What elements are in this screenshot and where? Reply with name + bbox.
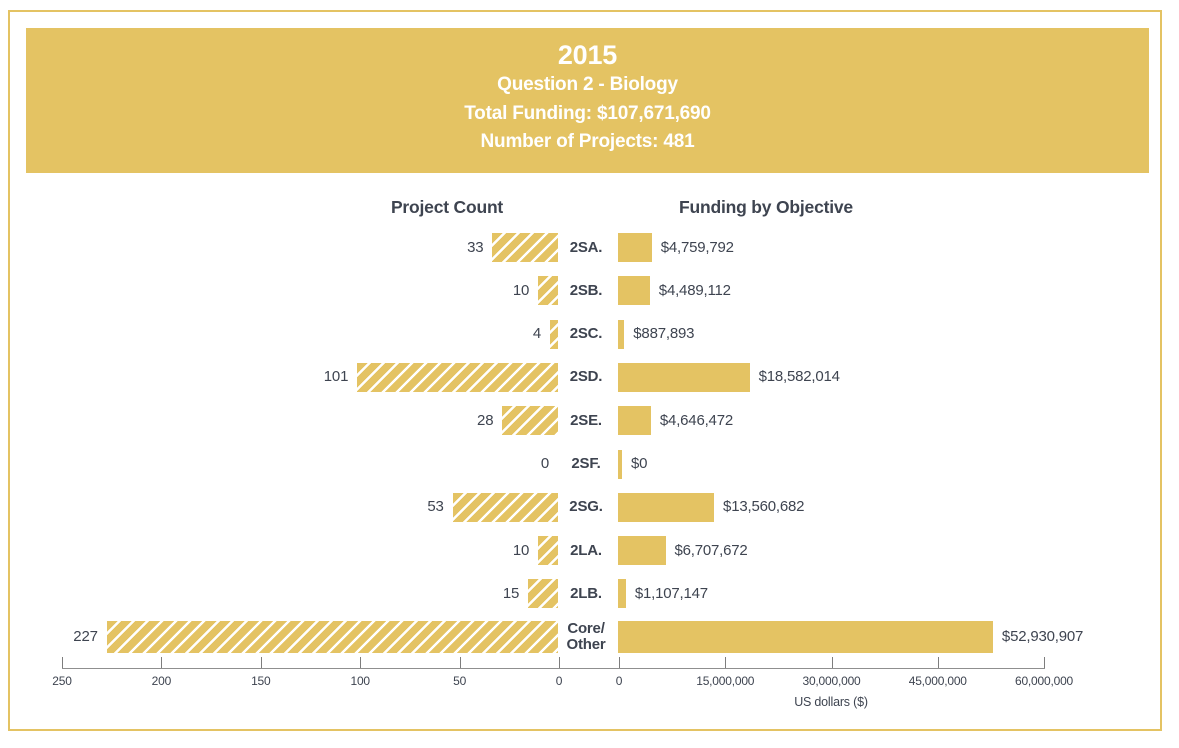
count-bar (550, 319, 558, 349)
left-chart-title: Project Count (390, 197, 504, 217)
count-bar (452, 492, 558, 522)
axis-tick (62, 657, 63, 668)
funding-bar (618, 579, 626, 609)
funding-label: $6,707,672 (674, 541, 748, 559)
funding-label: $4,489,112 (658, 281, 731, 299)
funding-label: $1,107,147 (634, 584, 708, 602)
axis-tick (937, 657, 939, 668)
count-label: 33 (467, 238, 484, 256)
axis-tick (260, 657, 262, 668)
axis-tick (360, 657, 362, 668)
count-label: 15 (502, 584, 520, 602)
funding-bar (618, 233, 652, 262)
axis-tick-label: 200 (151, 674, 172, 688)
count-label: 4 (532, 325, 542, 343)
banner-year: 2015 (557, 40, 618, 70)
axis-tick-label: 15,000,000 (696, 674, 755, 688)
x-axis-line (62, 668, 1045, 669)
count-label: 0 (540, 455, 549, 472)
axis-tick (1044, 657, 1045, 668)
banner-project-count: Number of Projects: 481 (480, 131, 695, 152)
axis-tick (725, 657, 727, 668)
funding-bar (618, 319, 625, 349)
axis-tick (619, 657, 620, 668)
funding-bar (618, 492, 715, 522)
axis-tick-label: 60,000,000 (1014, 674, 1074, 688)
count-bar (492, 233, 558, 262)
count-label: 227 (73, 628, 98, 646)
category-label: 2SE. (570, 411, 602, 429)
x-axis-label: US dollars ($) (794, 695, 868, 709)
axis-tick-label: 0 (615, 674, 623, 688)
funding-bar (618, 449, 622, 479)
funding-bar (618, 362, 750, 392)
banner-subtitle: Question 2 - Biology (497, 74, 678, 95)
category-label: 2SB. (569, 281, 603, 299)
count-bar (502, 406, 558, 436)
category-label: 2SD. (569, 368, 603, 386)
funding-label: $13,560,682 (723, 498, 805, 516)
category-label: 2LA. (570, 541, 602, 559)
funding-bar (618, 536, 666, 566)
count-label: 10 (512, 541, 530, 559)
category-label: 2SC. (569, 325, 603, 343)
category-label: 2LB. (570, 584, 602, 602)
axis-tick-label: 45,000,000 (908, 674, 967, 688)
banner-total-funding: Total Funding: $107,671,690 (464, 102, 711, 124)
funding-label: $0 (631, 455, 648, 472)
funding-label: $4,646,472 (659, 411, 733, 429)
axis-tick-label: 100 (350, 674, 370, 688)
count-label: 53 (427, 498, 444, 516)
funding-label: $52,930,907 (1001, 628, 1084, 646)
count-bar (528, 579, 558, 609)
count-bar (538, 276, 558, 306)
category-label: 2SF. (571, 455, 601, 472)
axis-tick-label: 150 (251, 674, 271, 688)
axis-tick-label: 50 (453, 674, 467, 688)
axis-tick-label: 30,000,000 (802, 674, 861, 688)
funding-bar (618, 406, 651, 436)
count-bar (106, 621, 558, 654)
title-banner: 2015 Question 2 - Biology Total Funding:… (26, 28, 1149, 173)
axis-tick-label: 0 (555, 674, 563, 688)
category-label: Core/ Other (566, 620, 606, 654)
funding-bar (618, 621, 993, 654)
axis-tick (161, 657, 163, 668)
funding-label: $18,582,014 (758, 368, 840, 386)
count-label: 10 (512, 281, 530, 299)
count-label: 28 (477, 411, 494, 429)
right-chart-title: Funding by Objective (679, 197, 853, 217)
category-label: 2SG. (569, 498, 603, 516)
funding-bar (618, 276, 650, 306)
axis-tick (831, 657, 833, 668)
axis-tick (559, 657, 560, 668)
count-label: 101 (323, 368, 349, 386)
count-bar (357, 362, 558, 392)
axis-tick-label: 250 (52, 674, 72, 688)
page-border (8, 10, 1162, 731)
axis-tick (459, 657, 461, 668)
funding-label: $4,759,792 (660, 238, 734, 256)
funding-label: $887,893 (633, 325, 695, 343)
count-bar (538, 536, 558, 566)
category-label: 2SA. (569, 238, 603, 256)
